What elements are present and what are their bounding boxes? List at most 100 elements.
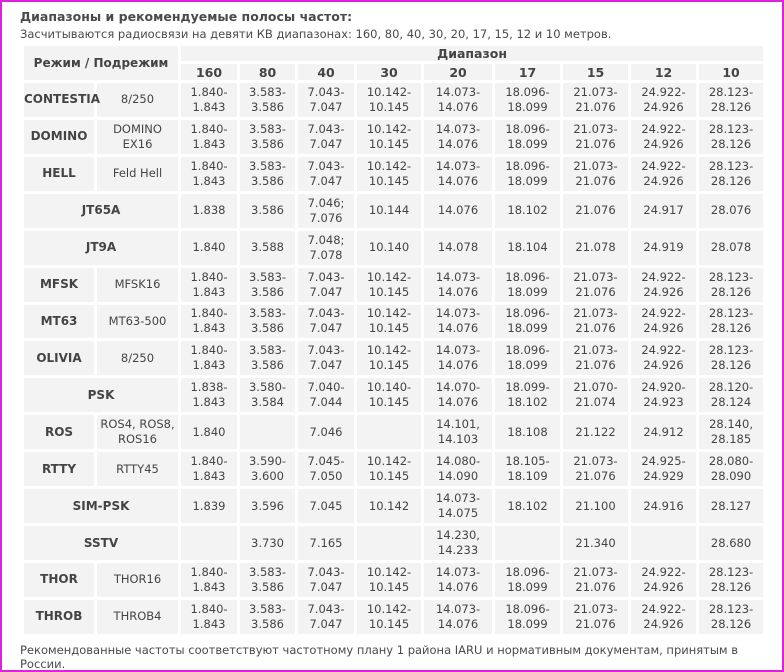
table-row: HELL Feld Hell 1.840- 1.843 3.583- 3.586 7.043… [24,156,764,191]
mode-cell: JT65A [24,193,179,228]
frequency-cell-15: 21.340 [563,526,629,560]
table-row: ROS ROS4, ROS8, ROS16 1.840 7.046 14.101, 14.1… [24,415,764,450]
frequency-cell-30: 10.142- 10.145 [357,599,422,634]
table-row: MT63 MT63-500 1.840- 1.843 3.583- 3.586 7.043-… [24,304,764,339]
frequency-cell-12: 24.922- 24.926 [631,119,697,154]
table-row: OLIVIA 8/250 1.840- 1.843 3.583- 3.586 7.043- 7… [24,341,764,376]
submode-cell: THROB4 [97,599,179,634]
submode-cell: DOMINO EX16 [97,119,179,154]
frequency-cell-17: 18.099- 18.102 [495,378,561,413]
frequency-cell-17: 18.096- 18.099 [495,562,561,597]
frequency-cell-15: 21.076 [563,193,629,228]
frequency-cell-12: 24.922- 24.926 [631,83,697,117]
frequency-cell-40: 7.043- 7.047 [298,119,355,154]
frequency-cell-10: 28.123- 28.126 [699,267,764,302]
frequency-cell-80: 3.583- 3.586 [240,304,296,339]
frequency-cell-30: 10.142- 10.145 [357,267,422,302]
frequency-cell-20: 14.073- 14.076 [424,267,493,302]
frequency-cell-20: 14.076 [424,193,493,228]
frequency-cell-12: 24.916 [631,489,697,524]
frequency-cell-20: 14.078 [424,230,493,265]
frequency-cell-10: 28.680 [699,526,764,560]
frequency-cell-40: 7.045- 7.050 [298,452,355,487]
frequency-cell-30: 10.142- 10.145 [357,304,422,339]
frequency-table-body: CONTESTIA 8/250 1.840- 1.843 3.583- 3.586 7.04… [24,83,764,634]
frequency-cell-30: 10.142- 10.145 [357,562,422,597]
frequency-cell-40: 7.165 [298,526,355,560]
frequency-cell-15: 21.073- 21.076 [563,562,629,597]
frequency-cell-15: 21.073- 21.076 [563,156,629,191]
frequency-cell-40: 7.046 [298,415,355,450]
frequency-cell-15: 21.073- 21.076 [563,119,629,154]
band-header-40: 40 [298,64,355,80]
frequency-cell-15: 21.073- 21.076 [563,599,629,634]
frequency-cell-17: 18.102 [495,489,561,524]
frequency-cell-20: 14.230, 14.233 [424,526,493,560]
mode-cell: RTTY [24,452,94,487]
frequency-cell-15: 21.073- 21.076 [563,304,629,339]
frequency-cell-15: 21.073- 21.076 [563,452,629,487]
frequency-cell-12: 24.920- 24.923 [631,378,697,413]
frequency-cell-17 [495,526,561,560]
frequency-cell-12: 24.919 [631,230,697,265]
frequency-cell-40: 7.040- 7.044 [298,378,355,413]
frequency-cell-40: 7.043- 7.047 [298,156,355,191]
frequency-cell-12: 24.922- 24.926 [631,341,697,376]
band-group-header: Диапазон [181,46,764,61]
frequency-cell-20: 14.073- 14.076 [424,83,493,117]
frequency-cell-40: 7.043- 7.047 [298,562,355,597]
mode-cell: SIM-PSK [24,489,179,524]
frequency-cell-80: 3.730 [240,526,296,560]
frequency-cell-12: 24.922- 24.926 [631,599,697,634]
frequency-cell-80: 3.583- 3.586 [240,83,296,117]
mode-cell: OLIVIA [24,341,94,376]
frequency-table: Режим / Подрежим Диапазон 160 80 40 30 20 17 1… [21,43,766,637]
frequency-cell-12: 24.922- 24.926 [631,304,697,339]
frequency-cell-80: 3.583- 3.586 [240,267,296,302]
frequency-cell-40: 7.043- 7.047 [298,304,355,339]
mode-cell: ROS [24,415,94,450]
frequency-cell-17: 18.096- 18.099 [495,83,561,117]
frequency-cell-160: 1.840 [181,230,238,265]
frequency-cell-12 [631,526,697,560]
frequency-cell-80: 3.580- 3.584 [240,378,296,413]
mode-submode-header: Режим / Подрежим [24,46,179,80]
frequency-cell-40: 7.043- 7.047 [298,83,355,117]
mode-cell: MT63 [24,304,94,339]
frequency-cell-20: 14.073- 14.076 [424,156,493,191]
mode-cell: JT9A [24,230,179,265]
frequency-cell-40: 7.045 [298,489,355,524]
frequency-cell-10: 28.140, 28.185 [699,415,764,450]
band-header-row: 160 80 40 30 20 17 15 12 10 [24,64,764,80]
frequency-cell-12: 24.922- 24.926 [631,267,697,302]
submode-cell: 8/250 [97,341,179,376]
frequency-cell-17: 18.096- 18.099 [495,599,561,634]
frequency-cell-10: 28.120- 28.124 [699,378,764,413]
frequency-cell-20: 14.073- 14.076 [424,304,493,339]
frequency-cell-20: 14.101, 14.103 [424,415,493,450]
frequency-cell-10: 28.080- 28.090 [699,452,764,487]
frequency-cell-15: 21.070- 21.074 [563,378,629,413]
table-row: THOR THOR16 1.840- 1.843 3.583- 3.586 7.043- 7.… [24,562,764,597]
frequency-cell-20: 14.073- 14.076 [424,562,493,597]
frequency-cell-12: 24.922- 24.926 [631,562,697,597]
frequency-cell-80: 3.596 [240,489,296,524]
table-row: SIM-PSK 1.839 3.596 7.045 10.142 14.073- 14.07… [24,489,764,524]
frequency-cell-30: 10.142- 10.145 [357,156,422,191]
mode-cell: THOR [24,562,94,597]
submode-cell: 8/250 [97,83,179,117]
frequency-cell-17: 18.102 [495,193,561,228]
band-header-15: 15 [563,64,629,80]
frequency-cell-20: 14.073- 14.075 [424,489,493,524]
frequency-cell-80: 3.583- 3.586 [240,599,296,634]
frequency-cell-160: 1.840 [181,415,238,450]
table-row: RTTY RTTY45 1.840- 1.843 3.590- 3.600 7.045- 7.… [24,452,764,487]
band-header-12: 12 [631,64,697,80]
footer-note: Рекомендованные частоты соответствуют ча… [20,643,739,671]
frequency-cell-30 [357,415,422,450]
band-header-20: 20 [424,64,493,80]
frequency-cell-10: 28.076 [699,193,764,228]
frequency-cell-160: 1.838- 1.843 [181,378,238,413]
band-header-17: 17 [495,64,561,80]
frequency-cell-160: 1.840- 1.843 [181,156,238,191]
